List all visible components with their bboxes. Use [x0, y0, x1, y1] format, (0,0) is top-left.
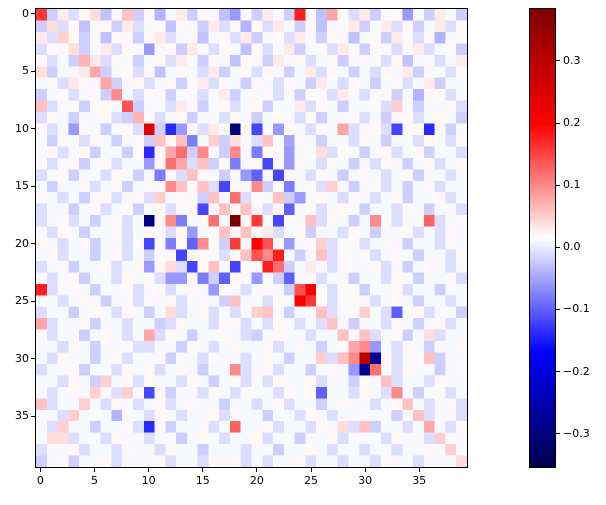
x-tick-mark: [94, 468, 96, 472]
y-tick-mark: [31, 185, 35, 187]
colorbar-tick-mark: [556, 433, 560, 435]
y-tick-label: 15: [15, 179, 29, 193]
colorbar-tick-label: 0.0: [563, 240, 581, 254]
colorbar-tick-label: −0.1: [563, 302, 590, 316]
colorbar-tick-label: −0.2: [563, 364, 590, 378]
colorbar-tick-mark: [556, 246, 560, 248]
y-tick-mark: [31, 13, 35, 15]
colorbar-tick-label: 0.1: [563, 178, 581, 192]
colorbar-gradient: [530, 9, 555, 467]
x-tick-mark: [148, 468, 150, 472]
y-tick-mark: [31, 415, 35, 417]
colorbar-tick-label: 0.3: [563, 53, 581, 67]
x-tick-label: 20: [249, 474, 264, 487]
y-tick-label: 0: [22, 6, 29, 20]
y-tick-label: 25: [15, 294, 29, 308]
colorbar-tick-label: 0.2: [563, 116, 581, 129]
heatmap-image: [36, 9, 467, 467]
y-tick-label: 35: [15, 409, 29, 423]
colorbar: [529, 8, 556, 468]
colorbar-tick-mark: [556, 371, 560, 373]
x-tick-label: 0: [36, 474, 44, 487]
x-tick-label: 35: [412, 474, 427, 487]
y-tick-label: 10: [15, 121, 29, 135]
y-tick-mark: [31, 358, 35, 360]
colorbar-tick-mark: [556, 122, 560, 124]
y-tick-mark: [31, 70, 35, 72]
x-tick-mark: [364, 468, 366, 472]
x-tick-label: 15: [195, 474, 210, 487]
heatmap-axes: [35, 8, 468, 468]
y-tick-mark: [31, 128, 35, 130]
x-tick-label: 25: [304, 474, 319, 487]
y-tick-label: 5: [22, 64, 29, 78]
y-tick-label: 30: [15, 351, 29, 365]
x-tick-mark: [202, 468, 204, 472]
colorbar-tick-mark: [556, 184, 560, 186]
x-tick-mark: [418, 468, 420, 472]
colorbar-tick-mark: [556, 60, 560, 62]
x-tick-label: 5: [91, 474, 99, 487]
y-tick-mark: [31, 300, 35, 302]
x-tick-mark: [310, 468, 312, 472]
y-tick-label: 20: [15, 236, 29, 250]
x-tick-mark: [256, 468, 258, 472]
x-tick-mark: [39, 468, 41, 472]
y-tick-mark: [31, 243, 35, 245]
x-tick-label: 30: [358, 474, 373, 487]
x-tick-label: 10: [141, 474, 156, 487]
colorbar-tick-label: −0.3: [563, 426, 590, 440]
colorbar-tick-mark: [556, 308, 560, 310]
